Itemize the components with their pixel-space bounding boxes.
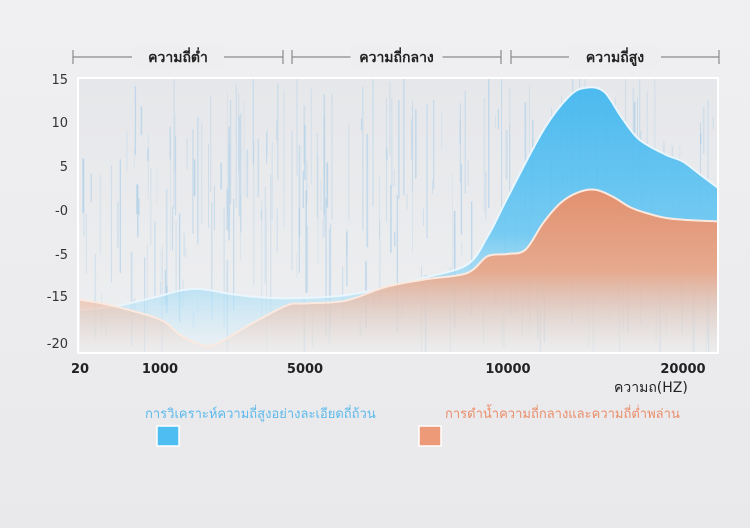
legend-swatch-blue	[156, 425, 180, 447]
series-area-1	[80, 189, 718, 353]
legend-label-orange: การดำน้ำความถี่กลางและความถี่ต่ำพล่าน	[445, 404, 680, 422]
band-bracket-2: ความถี่สูง	[510, 47, 720, 67]
x-tick-label-4: 20000	[660, 362, 705, 377]
x-axis-title: ความถ(HZ)	[614, 380, 688, 396]
band-label-1: ความถี่กลาง	[359, 47, 434, 66]
x-tick-label-1: 1000	[142, 362, 178, 377]
y-tick-label-5: -15	[47, 290, 68, 305]
band-bracket-0: ความถี่ต่ำ	[72, 47, 284, 67]
x-tick-label-3: 10000	[485, 362, 530, 377]
y-tick-label-0: 15	[51, 73, 68, 88]
x-tick-label-2: 5000	[287, 362, 323, 377]
y-tick-label-6: -20	[47, 337, 68, 352]
plot-frame	[77, 77, 719, 354]
series-line-0	[79, 86, 718, 312]
legend-label-blue: การวิเคราะห์ความถี่สูงอย่างละเอียดถี่ถ้ว…	[145, 405, 376, 422]
series-line-1	[79, 188, 718, 348]
y-tick-label-3: -0	[55, 204, 68, 219]
band-label-0: ความถี่ต่ำ	[148, 47, 208, 66]
band-bracket-1: ความถี่กลาง	[291, 47, 502, 67]
legend-swatch-orange	[418, 425, 442, 447]
x-tick-label-0: 20	[71, 362, 89, 377]
y-tick-label-1: 10	[51, 116, 68, 131]
y-tick-label-4: -5	[55, 248, 68, 263]
y-tick-label-2: 5	[60, 160, 68, 175]
band-label-2: ความถี่สูง	[586, 47, 644, 66]
